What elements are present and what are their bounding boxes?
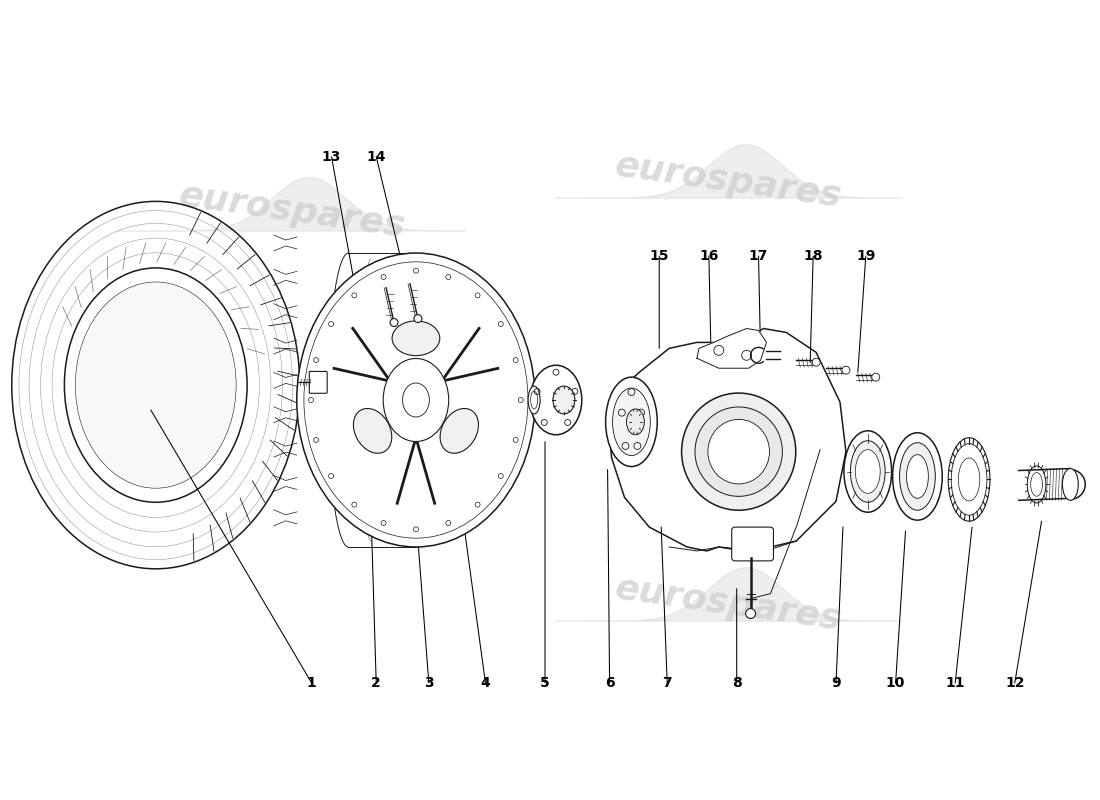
Ellipse shape — [952, 444, 987, 515]
Text: 3: 3 — [424, 676, 433, 690]
Ellipse shape — [613, 388, 650, 456]
Text: eurospares: eurospares — [613, 149, 845, 214]
Ellipse shape — [695, 407, 782, 496]
Text: 18: 18 — [803, 249, 823, 263]
Ellipse shape — [392, 321, 440, 356]
Ellipse shape — [76, 282, 236, 488]
Ellipse shape — [682, 393, 795, 510]
Ellipse shape — [856, 450, 880, 494]
Ellipse shape — [900, 442, 935, 510]
Ellipse shape — [553, 386, 575, 414]
Text: 4: 4 — [481, 676, 491, 690]
Circle shape — [812, 358, 821, 366]
Ellipse shape — [844, 430, 892, 512]
Polygon shape — [118, 178, 465, 231]
Text: 1: 1 — [307, 676, 317, 690]
Text: 16: 16 — [700, 249, 718, 263]
Text: 17: 17 — [749, 249, 768, 263]
Text: eurospares: eurospares — [176, 178, 407, 244]
Ellipse shape — [440, 409, 478, 454]
Polygon shape — [556, 568, 902, 622]
FancyBboxPatch shape — [309, 371, 327, 394]
FancyBboxPatch shape — [732, 527, 773, 561]
Circle shape — [842, 366, 850, 374]
Ellipse shape — [1031, 473, 1043, 496]
Text: 2: 2 — [372, 676, 381, 690]
Text: 10: 10 — [886, 676, 905, 690]
Text: 6: 6 — [605, 676, 615, 690]
Text: 13: 13 — [322, 150, 341, 164]
Ellipse shape — [383, 358, 449, 442]
Text: 11: 11 — [945, 676, 965, 690]
Ellipse shape — [297, 253, 535, 547]
Ellipse shape — [850, 441, 886, 502]
Text: 8: 8 — [732, 676, 741, 690]
Text: 7: 7 — [662, 676, 672, 690]
Text: 5: 5 — [540, 676, 550, 690]
Ellipse shape — [906, 454, 928, 498]
Ellipse shape — [1063, 469, 1078, 500]
Text: 14: 14 — [366, 150, 386, 164]
Polygon shape — [607, 329, 846, 551]
Text: 19: 19 — [856, 249, 876, 263]
Circle shape — [390, 318, 398, 326]
Ellipse shape — [606, 377, 658, 466]
Polygon shape — [697, 329, 767, 368]
Ellipse shape — [528, 386, 540, 414]
Ellipse shape — [627, 409, 645, 434]
Text: 15: 15 — [649, 249, 669, 263]
Ellipse shape — [708, 419, 770, 484]
Circle shape — [746, 609, 756, 618]
Text: 12: 12 — [1005, 676, 1024, 690]
Circle shape — [871, 373, 880, 381]
Ellipse shape — [353, 409, 392, 454]
Ellipse shape — [892, 433, 943, 520]
Ellipse shape — [530, 366, 582, 434]
Polygon shape — [556, 145, 902, 198]
Text: eurospares: eurospares — [613, 571, 845, 636]
Circle shape — [414, 314, 422, 322]
Text: 9: 9 — [832, 676, 840, 690]
